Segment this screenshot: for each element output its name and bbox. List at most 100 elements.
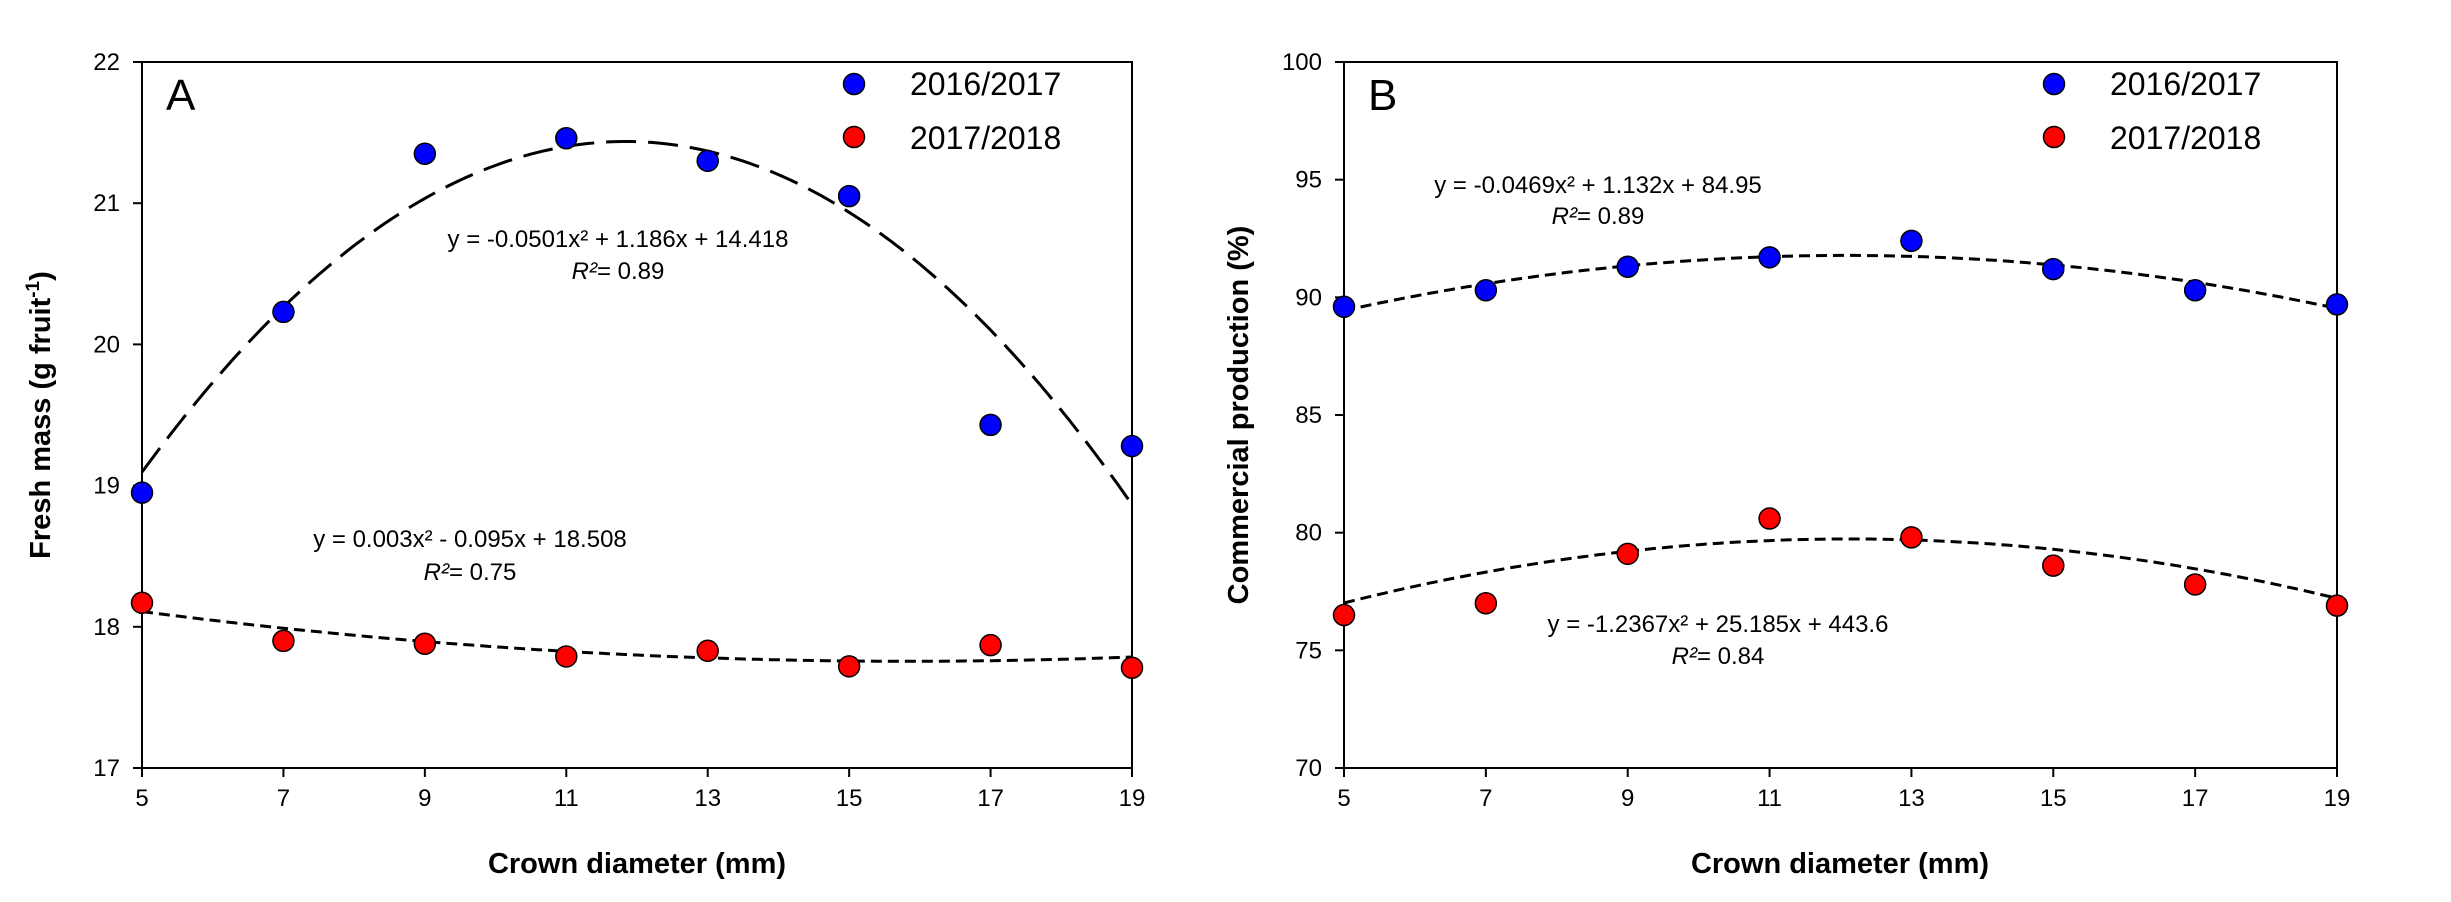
panel-a-points [130,126,1144,679]
panel-a-x-tick-label: 5 [135,785,148,812]
panel-a-point-2016 [979,413,1002,437]
panel-a-legend-label-2017: 2017/2018 [910,120,1061,156]
panel-a-point-2016 [130,481,154,504]
panel-b-point-2017 [1474,592,1498,615]
panel-b-point-2016 [1474,279,1498,302]
panel-a-x-tick-label: 13 [694,785,721,812]
panel-a-point-2016 [272,300,295,324]
panel-a-y-axis-title-main: Fresh mass (g fruit [25,297,57,558]
panel-a-legend-label-2016: 2016/2017 [910,66,1061,102]
panel-b-point-2017 [1332,603,1356,627]
panel-a-fit-line-2017 [141,610,1133,663]
panel-a-point-2017 [130,591,154,615]
panel-b-y-tick-label: 100 [1282,49,1322,76]
panel-a-legend-marker-2016 [842,72,866,96]
panel-b-point-2017 [1900,526,1923,549]
panel-a-point-2017 [555,645,578,668]
panel-b-point-2016 [1616,255,1639,278]
panel-a-plot-frame [141,61,1133,769]
panel-b-y-tick-label: 80 [1295,520,1322,547]
panel-a-x-tick-label: 19 [1119,785,1146,812]
panel-b-x-tick-label: 13 [1898,785,1925,812]
panel-b-point-2017 [1758,507,1781,530]
panel-a-y-tick-label: 17 [93,755,120,782]
panel-a-point-2017 [979,633,1002,657]
panel-b-point-2017 [2325,594,2349,617]
panel-a-point-2017 [696,639,719,663]
panel-b-point-2016 [2183,279,2207,302]
panel-b-point-2017 [2042,554,2065,577]
panel-a-point-2016 [413,142,437,166]
panel-a-equation-2016: y = -0.0501x² + 1.186x + 14.418 [448,226,789,253]
panel-b-r2-2016-value: = 0.89 [1577,203,1644,230]
panel-a-point-2017 [837,655,861,678]
panel-b-x-tick-label: 19 [2324,785,2351,812]
panel-b-point-2016 [1758,246,1781,269]
panel-a-point-2017 [413,632,437,655]
panel-a-fit-lines [140,140,1134,663]
panel-a-x-tick-label: 15 [836,785,863,812]
panel-b-r2-2016-label: R² [1552,203,1578,230]
panel-b-legend-marker-2016 [2042,72,2066,96]
panel-a-y-tick-label: 20 [93,331,120,358]
panel-b-x-axis-title: Crown diameter (mm) [1691,848,1989,880]
panel-b-x-ticks: 5 7 9 11 13 15 17 19 [1337,768,2350,812]
panel-b-x-tick-label: 7 [1479,785,1492,812]
panel-a-r2-2016: R²= 0.89 [572,258,665,285]
panel-a-point-2017 [1120,656,1144,679]
panel-b-y-tick-label: 75 [1295,637,1322,664]
panel-a-equation-2017: y = 0.003x² - 0.095x + 18.508 [313,526,627,553]
panel-a-r2-2017-label: R² [424,559,450,586]
panel-b-legend-label-2016: 2016/2017 [2110,66,2261,102]
panel-b-point-2016 [2325,293,2349,316]
panel-a-y-ticks: 17 18 19 20 21 22 [93,49,142,782]
panel-b-plot-frame [1343,61,2338,769]
panel-b-r2-2017-label: R² [1672,643,1698,670]
panel-b-r2-2017: R²= 0.84 [1672,643,1765,670]
panel-a-point-2016 [1120,434,1144,458]
panel-b-point-2016 [2042,257,2065,281]
panel-b-y-tick-label: 70 [1295,755,1322,782]
panel-b-y-tick-label: 85 [1295,402,1322,429]
panel-a-letter: A [166,71,196,120]
panel-a-x-tick-label: 9 [418,785,431,812]
panel-b-r2-2016: R²= 0.89 [1552,203,1645,230]
panel-b-fit-line-2016 [1343,253,2338,313]
panel-a-y-tick-label: 22 [93,49,120,76]
panel-a-r2-2016-label: R² [572,258,598,285]
panel-a-point-2016 [555,126,578,150]
panel-b-fit-line-2017 [1343,537,2338,605]
panel-a-x-axis-title: Crown diameter (mm) [488,848,786,880]
panel-b-point-2016 [1900,229,1923,253]
panel-a-x-tick-label: 11 [554,785,579,812]
panel-b-x-tick-label: 15 [2040,785,2067,812]
panel-b-fit-lines [1343,253,2338,605]
panel-b-y-axis-title: Commercial production (%) [1223,226,1255,605]
panel-b-legend-marker-2017 [2042,125,2066,149]
panel-a-x-tick-label: 17 [977,785,1004,812]
panel-a-r2-2016-value: = 0.89 [597,258,664,285]
panel-b-x-tick-label: 9 [1621,785,1634,812]
panel-b-x-tick-label: 11 [1757,785,1782,812]
panel-b-point-2017 [2183,573,2207,596]
panel-b-x-tick-label: 17 [2182,785,2209,812]
panel-a-chart: A 5 7 9 11 13 15 17 19 17 18 19 20 21 22 Crown diame… [23,49,1145,880]
panel-a-point-2016 [837,184,861,208]
panel-a-y-axis-title-close: ) [25,271,57,281]
panel-a-point-2017 [272,629,295,653]
panel-b-equation-2016: y = -0.0469x² + 1.132x + 84.95 [1434,172,1762,199]
panel-b-points [1332,229,2349,627]
panel-b-y-ticks: 70 75 80 85 90 95 100 [1282,49,1344,782]
panel-a-x-tick-label: 7 [277,785,290,812]
panel-a-point-2016 [696,149,719,173]
panel-b-letter: B [1368,71,1397,120]
panel-b-point-2016 [1332,295,1356,318]
panel-b-x-tick-label: 5 [1337,785,1350,812]
panel-a-legend-marker-2017 [842,125,866,149]
panel-a-y-axis-title-sup: -1 [23,280,44,297]
panel-a-r2-2017-value: = 0.75 [449,559,516,586]
panel-b-chart: B 5 7 9 11 13 15 17 19 70 75 80 85 90 95 100 Crown di… [1223,49,2350,880]
panel-a-y-tick-label: 19 [93,473,120,500]
panel-a-r2-2017: R²= 0.75 [424,559,517,586]
